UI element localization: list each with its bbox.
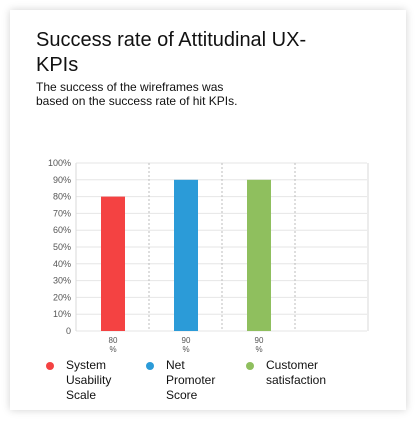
data-label-unit: % <box>255 345 262 354</box>
bar-1 <box>101 196 125 331</box>
y-tick-label: 50% <box>53 242 71 252</box>
y-tick-label: 20% <box>53 292 71 302</box>
bar-2 <box>174 179 198 331</box>
chart-subtitle: The success of the wireframes was based … <box>36 80 238 108</box>
y-tick-label: 30% <box>53 276 71 286</box>
y-tick-label: 80% <box>53 192 71 202</box>
legend-swatch <box>46 362 54 370</box>
legend-item-customer-satisfaction: Customer satisfaction <box>246 358 346 388</box>
legend-label: Customer satisfaction <box>266 358 327 387</box>
bar-3 <box>247 179 271 331</box>
y-tick-label: 10% <box>53 309 71 319</box>
legend-item-net-promoter-score: Net Promoter Score <box>146 358 228 403</box>
legend-swatch <box>246 362 254 370</box>
y-tick-label: 0 <box>66 326 71 336</box>
data-label-value: 90 <box>255 336 264 345</box>
legend-label: System Usability Scale <box>66 358 112 402</box>
data-label-unit: % <box>109 345 116 354</box>
legend-label: Net Promoter Score <box>166 358 216 402</box>
legend-item-system-usability-scale: System Usability Scale <box>46 358 128 403</box>
data-label-value: 80 <box>109 336 118 345</box>
y-tick-label: 100% <box>48 158 71 168</box>
y-tick-label: 40% <box>53 259 71 269</box>
data-label-value: 90 <box>182 336 191 345</box>
data-label-unit: % <box>182 345 189 354</box>
y-tick-label: 90% <box>53 175 71 185</box>
legend-swatch <box>146 362 154 370</box>
y-tick-label: 60% <box>53 225 71 235</box>
chart-title: Success rate of Attitudinal UX-KPIs <box>36 29 307 76</box>
y-tick-label: 70% <box>53 208 71 218</box>
